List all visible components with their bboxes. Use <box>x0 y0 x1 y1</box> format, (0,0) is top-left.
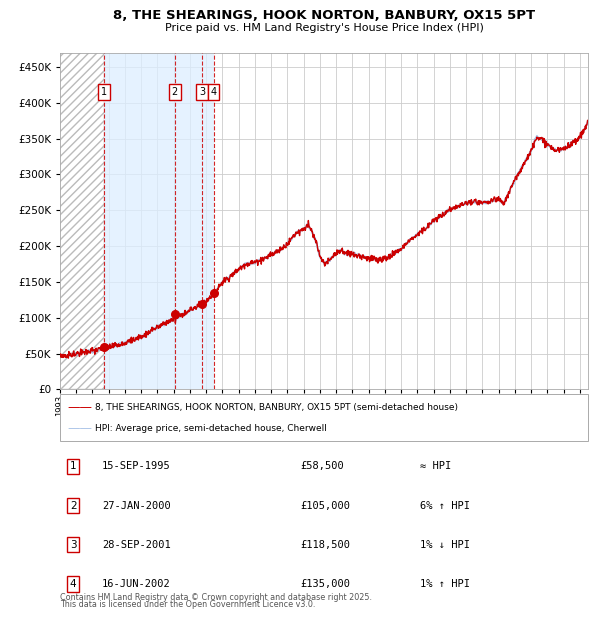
Text: 15-SEP-1995: 15-SEP-1995 <box>102 461 171 471</box>
Text: Price paid vs. HM Land Registry's House Price Index (HPI): Price paid vs. HM Land Registry's House … <box>164 23 484 33</box>
Text: £58,500: £58,500 <box>300 461 344 471</box>
Text: 8, THE SHEARINGS, HOOK NORTON, BANBURY, OX15 5PT (semi-detached house): 8, THE SHEARINGS, HOOK NORTON, BANBURY, … <box>95 402 458 412</box>
Text: £135,000: £135,000 <box>300 579 350 589</box>
Text: 3: 3 <box>199 87 205 97</box>
Text: ≈ HPI: ≈ HPI <box>420 461 451 471</box>
Text: ——: —— <box>67 401 92 414</box>
Text: 16-JUN-2002: 16-JUN-2002 <box>102 579 171 589</box>
Text: 1% ↓ HPI: 1% ↓ HPI <box>420 540 470 550</box>
Text: £118,500: £118,500 <box>300 540 350 550</box>
Text: This data is licensed under the Open Government Licence v3.0.: This data is licensed under the Open Gov… <box>60 600 316 609</box>
Text: HPI: Average price, semi-detached house, Cherwell: HPI: Average price, semi-detached house,… <box>95 424 326 433</box>
Text: 28-SEP-2001: 28-SEP-2001 <box>102 540 171 550</box>
Text: ——: —— <box>67 422 92 435</box>
Bar <box>60 53 104 389</box>
Text: 1: 1 <box>70 461 77 471</box>
Text: 1% ↑ HPI: 1% ↑ HPI <box>420 579 470 589</box>
Text: 4: 4 <box>211 87 217 97</box>
Text: 2: 2 <box>70 500 77 510</box>
Text: 3: 3 <box>70 540 77 550</box>
Text: £105,000: £105,000 <box>300 500 350 510</box>
Text: Contains HM Land Registry data © Crown copyright and database right 2025.: Contains HM Land Registry data © Crown c… <box>60 593 372 602</box>
Text: 8, THE SHEARINGS, HOOK NORTON, BANBURY, OX15 5PT: 8, THE SHEARINGS, HOOK NORTON, BANBURY, … <box>113 9 535 22</box>
Bar <box>104 53 214 389</box>
Text: 6% ↑ HPI: 6% ↑ HPI <box>420 500 470 510</box>
Text: 1: 1 <box>101 87 107 97</box>
Text: 27-JAN-2000: 27-JAN-2000 <box>102 500 171 510</box>
Text: 4: 4 <box>70 579 77 589</box>
Text: 2: 2 <box>172 87 178 97</box>
